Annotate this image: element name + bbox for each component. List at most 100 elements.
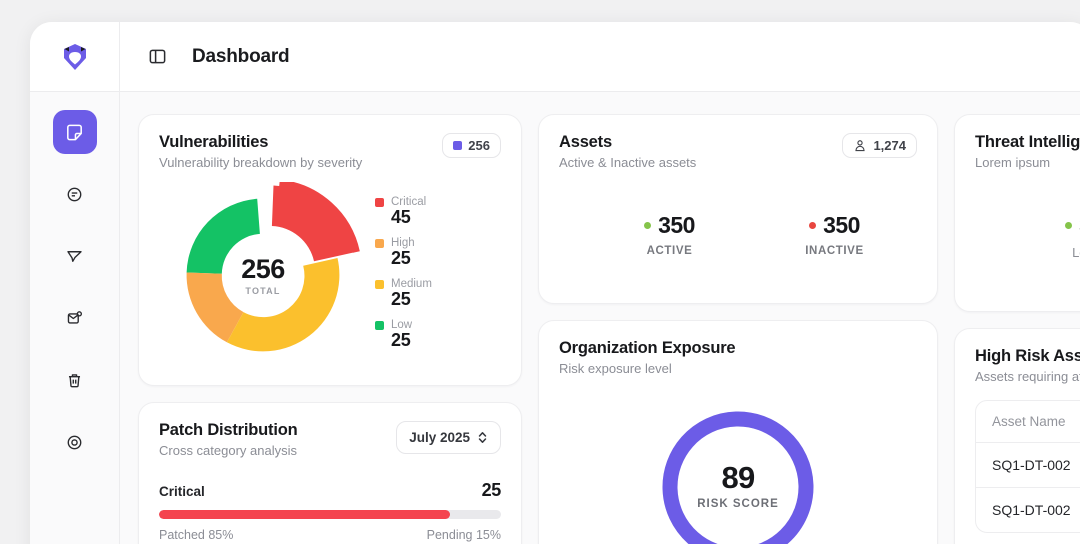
patch-period-select[interactable]: July 2025 — [396, 421, 501, 454]
assets-card: Assets Active & Inactive assets 1,274 — [538, 114, 938, 304]
assets-stats: 350 ACTIVE 350 INACTIVE — [559, 212, 917, 257]
vulnerabilities-legend: Critical 45 High 25 — [375, 182, 432, 360]
legend-value-medium: 25 — [391, 289, 411, 309]
badge-value: 256 — [468, 138, 490, 153]
patch-row-label: Critical — [159, 484, 205, 499]
mail-plus-icon — [67, 310, 83, 324]
sidebar — [30, 92, 120, 544]
vulnerabilities-subtitle: Vulnerability breakdown by severity — [159, 155, 363, 170]
dashboard-content: Vulnerabilities Vulnerability breakdown … — [120, 92, 1080, 544]
chevron-updown-icon — [478, 432, 487, 443]
assets-active-value: 350 — [658, 212, 695, 238]
legend-value-critical: 45 — [391, 207, 411, 227]
users-icon — [855, 139, 866, 151]
sticker-note-icon — [67, 124, 82, 140]
sidebar-item-filter[interactable] — [53, 234, 97, 278]
high-risk-assets-card: High Risk Assets Assets requiring attent… — [954, 327, 1080, 544]
donut-svg — [186, 179, 360, 352]
high-risk-title: High Risk Assets — [975, 346, 1080, 365]
threat-intelligence-card: Threat Intelligence Lorem ipsum 350 Lore… — [954, 114, 1080, 312]
exposure-title: Organization Exposure — [559, 339, 736, 357]
patch-title: Patch Distribution — [159, 421, 298, 439]
risk-score-value: 89 — [721, 460, 756, 496]
badge-color-swatch — [453, 141, 463, 150]
assets-title: Assets — [559, 133, 612, 151]
patch-subtitle: Cross category analysis — [159, 443, 297, 458]
panel-toggle-button[interactable] — [140, 40, 174, 74]
legend-value-high: 25 — [391, 248, 411, 268]
sidebar-item-settings[interactable] — [53, 420, 97, 464]
assets-stat-active: 350 ACTIVE — [587, 212, 752, 257]
vulnerabilities-donut-chart: 256 TOTAL — [163, 179, 363, 367]
column-left: Vulnerabilities Vulnerability breakdown … — [138, 114, 522, 544]
column-middle: Assets Active & Inactive assets 1,274 — [538, 114, 938, 544]
page-title: Dashboard — [192, 45, 290, 67]
table-row[interactable]: SQ1-DT-002 — [976, 443, 1080, 488]
threat-stat-lorem: 350 Lorem — [1003, 212, 1080, 260]
funnel-filter-icon — [67, 250, 82, 262]
legend-swatch-medium — [375, 279, 384, 289]
legend-label-medium: Medium — [391, 278, 432, 290]
sidebar-item-trash[interactable] — [53, 358, 97, 402]
panel-left-icon — [149, 49, 165, 64]
risk-score-gauge: 89 RISK SCORE — [653, 402, 823, 544]
legend-item: Critical 45 — [375, 196, 432, 228]
active-status-dot — [644, 222, 652, 229]
topbar: Dashboard — [120, 22, 1080, 92]
assets-subtitle: Active & Inactive assets — [559, 155, 697, 170]
legend-item: High 25 — [375, 237, 432, 269]
sidebar-item-mail[interactable] — [53, 296, 97, 340]
vulnerabilities-total-badge[interactable]: 256 — [442, 133, 501, 158]
legend-swatch-low — [375, 320, 384, 330]
table-column-header-asset-name: Asset Name — [976, 401, 1080, 443]
patch-distribution-card: Patch Distribution Cross category analys… — [138, 402, 522, 544]
column-right: Threat Intelligence Lorem ipsum 350 Lore… — [954, 114, 1080, 544]
sidebar-item-dashboard[interactable] — [52, 110, 97, 154]
risk-score-caption: RISK SCORE — [697, 498, 779, 511]
high-risk-subtitle: Assets requiring attention — [975, 368, 1080, 384]
assets-active-label: ACTIVE — [646, 245, 693, 257]
legend-swatch-critical — [375, 197, 384, 207]
table-row[interactable]: SQ1-DT-002 — [992, 501, 1071, 518]
legend-item: Low 25 — [375, 319, 432, 351]
gauge-svg — [662, 411, 814, 544]
gauge-center-label: 89 RISK SCORE — [653, 460, 823, 510]
threat-stats: 350 Lorem — [975, 212, 1080, 260]
legend-label-high: High — [391, 237, 415, 249]
assets-inactive-value: 350 — [823, 212, 860, 238]
shield-logo-icon — [63, 43, 86, 70]
organization-exposure-card: Organization Exposure Risk exposure leve… — [538, 320, 938, 544]
high-risk-table: Asset Name SQ1-DT-002 SQ1-DT-002 — [975, 399, 1080, 533]
vulnerabilities-card: Vulnerabilities Vulnerability breakdown … — [138, 114, 522, 386]
app-logo[interactable] — [30, 22, 120, 92]
assets-stat-inactive: 350 INACTIVE — [752, 212, 917, 257]
threat-status-dot — [1065, 222, 1073, 229]
threat-stat-label: Lorem — [1072, 245, 1080, 260]
trash-icon — [68, 373, 81, 387]
target-settings-icon — [67, 435, 82, 449]
inactive-status-dot — [809, 222, 817, 229]
legend-swatch-high — [375, 238, 384, 248]
message-circle-icon — [67, 187, 82, 201]
assets-count-value: 1,274 — [873, 138, 906, 153]
vulnerabilities-title: Vulnerabilities — [159, 133, 269, 151]
legend-label-critical: Critical — [391, 196, 427, 208]
assets-count-badge[interactable]: 1,274 — [842, 133, 917, 158]
patch-period-value: July 2025 — [409, 430, 470, 445]
patch-row-count: 25 — [481, 480, 502, 500]
sidebar-item-messages[interactable] — [53, 172, 97, 216]
patch-row-critical: Critical 25 Patched 85% Pending 15% — [159, 480, 501, 542]
patch-patched-label: Patched 85% — [159, 528, 234, 542]
assets-inactive-label: INACTIVE — [805, 245, 864, 257]
legend-label-low: Low — [391, 319, 413, 331]
patch-progress-track — [159, 510, 501, 519]
threat-title: Threat Intelligence — [975, 133, 1080, 151]
patch-pending-label: Pending 15% — [426, 528, 501, 542]
threat-subtitle: Lorem ipsum — [975, 155, 1051, 170]
legend-item: Medium 25 — [375, 278, 432, 310]
legend-value-low: 25 — [391, 330, 411, 350]
app-window: Dashboard — [30, 22, 1080, 544]
exposure-subtitle: Risk exposure level — [559, 361, 672, 376]
patch-progress-fill — [159, 510, 450, 519]
